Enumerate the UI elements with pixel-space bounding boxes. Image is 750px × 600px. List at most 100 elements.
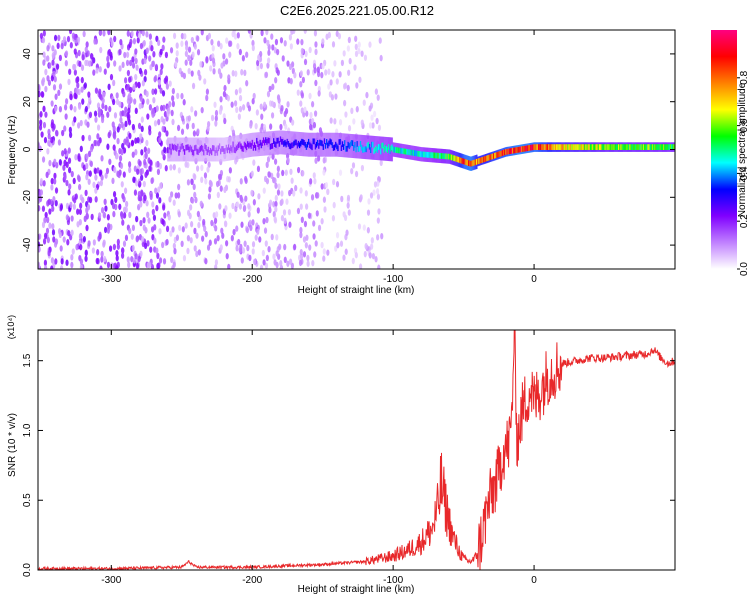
spectrogram-ridge-core bbox=[171, 143, 174, 150]
spectrogram-ridge-core bbox=[413, 150, 416, 157]
spectrogram-ridge-core bbox=[515, 147, 518, 154]
spectrogram-cell bbox=[258, 236, 262, 243]
spectrogram-cell bbox=[140, 125, 144, 133]
spectrogram-cell bbox=[38, 90, 41, 98]
spectrogram-ridge-core bbox=[293, 140, 295, 147]
spectrogram-cell bbox=[283, 256, 287, 264]
spectrogram-cell bbox=[368, 122, 373, 129]
spectrogram-cell bbox=[251, 44, 255, 52]
spectrogram-ridge-core bbox=[182, 145, 185, 152]
spectrogram-ridge-halo bbox=[346, 133, 348, 158]
spectrogram-cell bbox=[122, 240, 127, 247]
spectrogram-cell bbox=[320, 183, 324, 190]
spectrogram-cell bbox=[106, 61, 110, 69]
spectrogram-ridge-core bbox=[672, 144, 674, 150]
spectrogram-ridge-core bbox=[277, 137, 280, 144]
snr-x-label: Height of straight line (km) bbox=[298, 584, 415, 595]
spectrogram-cell bbox=[123, 110, 127, 117]
spectrogram-cell bbox=[155, 192, 160, 199]
spectrogram-cell bbox=[68, 68, 72, 75]
spectrogram-cell bbox=[374, 256, 378, 263]
spectrogram-ridge-halo bbox=[192, 137, 195, 162]
spectrogram-ridge-core bbox=[190, 146, 193, 153]
spectrogram-cell bbox=[161, 241, 165, 249]
spectrogram-cell bbox=[199, 200, 203, 207]
spectrogram-cell bbox=[293, 72, 297, 79]
spectrogram-cell bbox=[185, 44, 189, 51]
spectrogram-ridge-core bbox=[181, 143, 184, 149]
spectrogram-ridge-halo bbox=[208, 137, 211, 162]
spectrogram-cell bbox=[85, 224, 89, 232]
spectrogram-cell bbox=[161, 44, 165, 52]
spectrogram-cell bbox=[375, 188, 380, 195]
spectrogram-ridge-core bbox=[296, 142, 299, 149]
spectrogram-ridge-core bbox=[178, 150, 180, 156]
spectrogram-cell bbox=[183, 33, 187, 40]
spectrogram-ridge-core bbox=[430, 152, 433, 159]
spectrogram-ridge-halo bbox=[345, 133, 347, 158]
spectrogram-cell bbox=[139, 201, 143, 208]
spectrogram-ridge-core bbox=[273, 138, 275, 144]
spectrogram-ridge-core bbox=[571, 144, 574, 150]
spectrogram-cell bbox=[41, 156, 46, 163]
spectrogram-cell bbox=[139, 95, 143, 102]
spectrogram-ridge-core bbox=[337, 145, 339, 152]
spectrogram-cell bbox=[313, 251, 317, 258]
spectrogram-cell bbox=[143, 69, 148, 76]
spectrogram-ridge-core bbox=[302, 139, 304, 145]
spectrogram-cell bbox=[347, 36, 351, 44]
spectrogram-ridge-core bbox=[641, 144, 644, 150]
spectrogram-ridge-core bbox=[611, 144, 613, 150]
spectrogram-cell bbox=[204, 230, 208, 238]
colorbar-bar bbox=[711, 30, 737, 269]
spectrogram-cell bbox=[279, 260, 283, 267]
spectrogram-ridge-core bbox=[429, 152, 432, 158]
spectrogram-cell bbox=[176, 124, 181, 132]
spectrogram-cell bbox=[44, 68, 48, 76]
spectrogram-ridge-core bbox=[499, 150, 502, 157]
spectrogram-cell bbox=[169, 47, 174, 54]
spectrogram-ridge-halo bbox=[279, 130, 282, 155]
spectrogram-cell bbox=[274, 182, 278, 189]
spectrogram-ridge-core bbox=[456, 156, 459, 163]
spectrogram-cell bbox=[259, 103, 263, 110]
spectrogram-cell bbox=[84, 59, 88, 67]
spectrogram-cell bbox=[362, 224, 366, 231]
spectrogram-cell bbox=[158, 131, 162, 138]
spectrogram-ridge-core bbox=[422, 151, 425, 158]
spectrogram-cell bbox=[263, 227, 268, 234]
spectrogram-cell bbox=[320, 218, 324, 225]
spectrogram-ridge-core bbox=[562, 144, 565, 150]
spectrogram-cell bbox=[205, 88, 210, 95]
spectrogram-cell bbox=[112, 210, 116, 218]
spectrogram-cell bbox=[287, 77, 291, 84]
spectrogram-cell bbox=[157, 262, 161, 269]
spectrogram-cell bbox=[155, 247, 159, 254]
spectrogram-ridge-core bbox=[383, 146, 386, 153]
spectrogram-ridge-core bbox=[360, 144, 363, 151]
spectrogram-cell bbox=[50, 75, 54, 82]
spectrogram-cell bbox=[100, 116, 105, 124]
spectrogram-cell bbox=[247, 105, 252, 112]
spectrogram-cell bbox=[169, 230, 173, 237]
spectrogram-ridge-core bbox=[212, 145, 214, 151]
spectrogram-ridge-core bbox=[605, 144, 608, 150]
spectrogram-cell bbox=[74, 154, 78, 161]
spectrogram-cell bbox=[159, 48, 163, 56]
spectrogram-cell bbox=[118, 100, 122, 108]
spectrogram-cell bbox=[172, 199, 176, 206]
spectrogram-ridge-core bbox=[403, 148, 406, 155]
spectrogram-ridge-core bbox=[549, 144, 551, 150]
spectrogram-ridge-halo bbox=[351, 134, 354, 159]
spectrogram-cell bbox=[162, 258, 167, 265]
spectrogram-cell bbox=[309, 123, 313, 131]
spectrogram-cell bbox=[251, 98, 255, 105]
spectrogram-ridge-core bbox=[234, 147, 237, 154]
spectrogram-cell bbox=[320, 241, 324, 249]
spectrogram-cell bbox=[118, 147, 122, 155]
spectrogram-ridge-core bbox=[579, 144, 582, 150]
spectrogram-cell bbox=[189, 237, 193, 244]
spectrogram-cell bbox=[280, 198, 284, 205]
spectrogram-ridge-core bbox=[557, 144, 559, 150]
